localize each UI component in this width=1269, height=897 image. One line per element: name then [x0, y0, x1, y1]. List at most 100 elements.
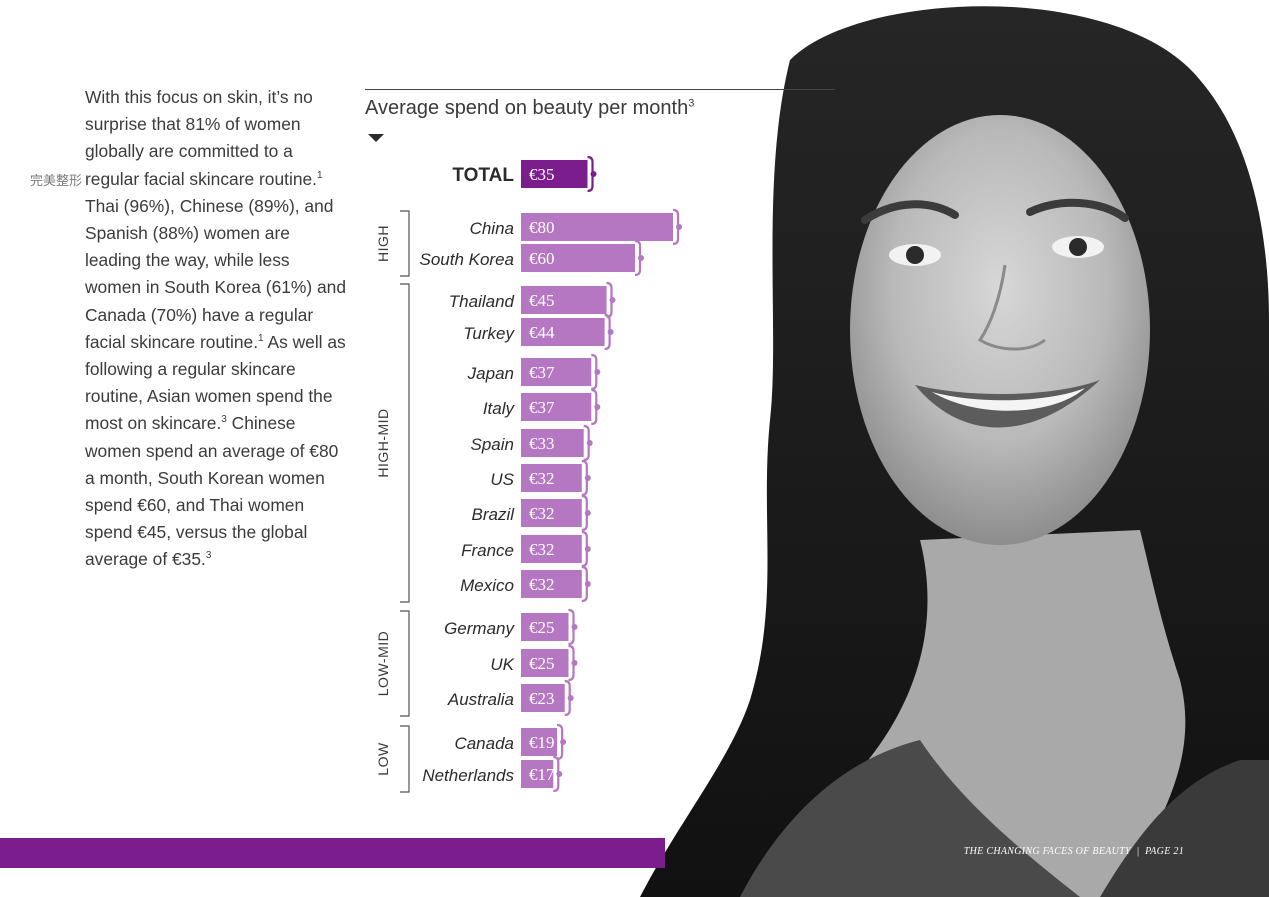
caret-down-icon: [368, 134, 384, 142]
group-bracket: [400, 283, 410, 603]
chart-title-ref: 3: [688, 97, 695, 110]
value-label: €23: [529, 689, 555, 708]
category-bar: [521, 499, 582, 527]
category-label: Mexico: [460, 576, 514, 595]
value-label: €32: [529, 540, 555, 559]
category-bar-cap-dot: [638, 255, 644, 261]
category-bar: [521, 393, 592, 421]
category-label: Canada: [454, 734, 514, 753]
group-bracket: [400, 725, 410, 793]
group-bracket: [400, 610, 410, 717]
category-bar: [521, 570, 582, 598]
body-text-part: Thai (96%), Chinese (89%), and Spanish (…: [85, 195, 347, 352]
category-bar-cap-dot: [607, 329, 614, 335]
category-bar-cap-dot: [594, 369, 601, 375]
chart-title-text: Average spend on beauty per month: [365, 97, 689, 119]
body-text-part: Chinese women spend an average of €80 a …: [85, 413, 339, 570]
value-label: €17: [529, 765, 555, 784]
group-label: LOW: [375, 742, 391, 776]
value-label: €25: [529, 654, 555, 673]
value-label: €37: [529, 363, 555, 382]
category-bar: [521, 535, 582, 563]
clothing-shape: [740, 740, 1080, 897]
category-bar: [521, 613, 569, 641]
category-label: Thailand: [449, 292, 515, 311]
value-label: €60: [529, 249, 555, 268]
footnote-ref: 3: [221, 414, 227, 426]
right-iris-shape: [1069, 238, 1087, 256]
value-label: €45: [529, 291, 555, 310]
category-bar: [521, 286, 607, 314]
category-bar: [521, 318, 605, 346]
value-label: €19: [529, 733, 555, 752]
footer-title: THE CHANGING FACES OF BEAUTY: [963, 846, 1131, 857]
category-label: South Korea: [419, 250, 514, 269]
category-label: Spain: [471, 435, 514, 454]
chart-title: Average spend on beauty per month3: [365, 97, 694, 120]
category-bar: [521, 684, 565, 712]
category-bar: [521, 429, 584, 457]
category-label: Japan: [467, 364, 514, 383]
category-bar-cap-dot: [584, 581, 591, 587]
teeth-shape: [932, 388, 1085, 411]
left-iris-shape: [906, 246, 924, 264]
face-shape: [850, 115, 1150, 545]
footnote-ref: 1: [317, 169, 323, 181]
category-bar-cap-dot: [584, 546, 591, 552]
total-bar: [521, 160, 588, 188]
total-value-label: €35: [529, 165, 555, 184]
value-label: €37: [529, 398, 555, 417]
total-bar-cap-dot: [590, 171, 597, 177]
right-brow-shape: [1026, 198, 1129, 222]
group-bracket: [400, 210, 410, 277]
nose-shape: [977, 264, 1046, 351]
value-label: €25: [529, 618, 555, 637]
value-label: €44: [529, 323, 555, 342]
category-bar-cap-dot: [571, 624, 578, 630]
category-label: US: [490, 470, 514, 489]
footnote-ref: 1: [258, 333, 264, 345]
category-label: China: [470, 219, 514, 238]
category-bar: [521, 649, 569, 677]
category-bar-cap-dot: [676, 224, 682, 230]
body-text-part: With this focus on skin, it’s no surpris…: [85, 87, 317, 189]
footnote-ref: 3: [205, 550, 212, 562]
value-label: €80: [529, 218, 555, 237]
category-bar-cap-dot: [594, 404, 601, 410]
category-bar: [521, 760, 554, 788]
category-label: Australia: [447, 690, 514, 709]
body-text-part: As well as following a regular skincare …: [85, 331, 346, 434]
category-label: Netherlands: [422, 766, 514, 785]
value-label: €32: [529, 575, 555, 594]
category-bar-cap-dot: [571, 660, 578, 666]
watermark-text: 完美整形: [30, 174, 83, 189]
title-rule: [365, 89, 835, 90]
portrait-photo: [640, 6, 1269, 897]
group-label: LOW-MID: [375, 631, 391, 696]
category-bar: [521, 213, 673, 241]
left-brow-shape: [861, 200, 959, 224]
category-label: France: [461, 541, 514, 560]
value-label: €32: [529, 504, 555, 523]
clothing-shape-right: [1100, 760, 1269, 897]
group-label: HIGH-MID: [375, 408, 391, 477]
category-bar: [521, 358, 592, 386]
category-bar-cap-dot: [556, 771, 563, 777]
bottom-band: [0, 838, 665, 868]
category-bar: [521, 244, 635, 272]
category-bar-cap-dot: [609, 297, 616, 303]
category-label: Turkey: [463, 324, 515, 343]
body-paragraph: With this focus on skin, it’s no surpris…: [85, 84, 347, 574]
category-label: Italy: [483, 399, 516, 418]
page-footer: THE CHANGING FACES OF BEAUTY | PAGE 21: [963, 846, 1184, 857]
value-label: €32: [529, 469, 555, 488]
group-label: HIGH: [375, 225, 391, 262]
category-label: UK: [490, 655, 514, 674]
category-bar-cap-dot: [584, 510, 591, 516]
category-label: Brazil: [471, 505, 515, 524]
total-label: TOTAL: [452, 165, 514, 186]
category-bar: [521, 728, 558, 756]
category-bar: [521, 464, 582, 492]
category-bar-cap-dot: [560, 739, 567, 745]
